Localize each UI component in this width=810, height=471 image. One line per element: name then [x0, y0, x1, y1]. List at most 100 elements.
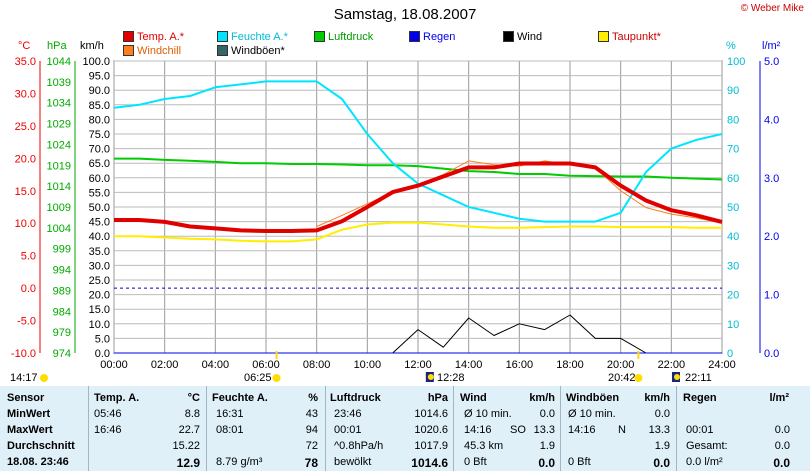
- table-cell-wind-t: 45.3 km: [464, 440, 504, 452]
- temp-tick-label: 30.0: [15, 88, 36, 100]
- moonrise-time-label: 12:28: [437, 372, 465, 384]
- table-divider: [88, 386, 89, 471]
- humidity-tick-label: 70: [727, 144, 739, 156]
- pressure-tick-label: 989: [53, 285, 71, 297]
- pressure-tick-label: 1034: [47, 98, 71, 110]
- moonset-time-label: 22:11: [685, 372, 712, 384]
- sunset-icon: [634, 374, 643, 382]
- temp-tick-label: 0.0: [21, 283, 36, 295]
- pressure-tick-label: 974: [53, 348, 71, 360]
- table-cell-label: 18.08. 23:46: [7, 456, 69, 468]
- table-cell-temp-v: 22.7: [178, 424, 200, 436]
- chart-title: Samstag, 18.08.2007: [333, 6, 477, 23]
- summary-table: [0, 386, 810, 471]
- header-wind: Wind: [460, 392, 487, 404]
- table-cell-label: Durchschnitt: [7, 440, 75, 452]
- pressure-tick-label: 1004: [47, 223, 71, 235]
- pressure-tick-label: 1014: [47, 181, 71, 193]
- table-cell-rain-t: Gesamt:: [686, 440, 728, 452]
- table-cell-gust-m: N: [618, 424, 626, 436]
- temp-tick-label: -10.0: [11, 348, 36, 360]
- humidity-tick-label: 60: [727, 173, 739, 185]
- legend-swatch-humidity: [217, 31, 228, 42]
- wind-tick-label: 60.0: [89, 173, 110, 185]
- pressure-tick-label: 1024: [47, 139, 71, 151]
- table-cell-gust-v: 0.0: [654, 408, 670, 420]
- table-cell-hum-v: 43: [305, 408, 318, 420]
- table-cell-gust-t: Ø 10 min.: [568, 408, 616, 420]
- legend-wind: Wind: [503, 31, 542, 43]
- legend-swatch-pressure: [314, 31, 325, 42]
- table-cell-label: MinWert: [7, 408, 51, 420]
- table-cell-gust-v: 0.0: [653, 456, 670, 470]
- temp-tick-label: -5.0: [17, 316, 36, 328]
- header-gusts: Windböen: [566, 392, 620, 404]
- wind-tick-label: 50.0: [89, 202, 110, 214]
- header-gusts-unit: km/h: [644, 392, 670, 404]
- wind-tick-label: 15.0: [89, 304, 110, 316]
- table-cell-rain-v: 0.0: [773, 456, 790, 470]
- legend-label-temp: Temp. A.*: [137, 31, 185, 43]
- wind-tick-label: 10.0: [89, 319, 110, 331]
- table-cell-wind-v: 0.0: [539, 408, 555, 420]
- rain-unit-label: l/m²: [762, 40, 781, 52]
- table-cell-press-t: ^0.8hPa/h: [334, 440, 384, 452]
- pressure-tick-label: 1009: [47, 202, 71, 214]
- table-cell-press-v: 1017.9: [414, 440, 448, 452]
- header-rain: Regen: [683, 392, 717, 404]
- header-pressure: Luftdruck: [330, 392, 381, 404]
- wind-tick-label: 55.0: [89, 187, 110, 199]
- table-cell-hum-v: 78: [304, 456, 318, 470]
- temp-tick-label: 25.0: [15, 121, 36, 133]
- series-line-temp-a: [114, 161, 723, 233]
- copyright-label: © Weber Mike: [740, 3, 804, 14]
- moonrise-moon-glyph: [427, 374, 434, 380]
- temp-unit-label: °C: [18, 40, 31, 52]
- table-cell-press-t: 23:46: [334, 408, 362, 420]
- table-cell-hum-t: 08:01: [216, 424, 244, 436]
- table-divider: [206, 386, 207, 471]
- table-cell-rain-v: 0.0: [774, 424, 790, 436]
- weather-chart: 00:00 02:00 04:00 06:00 08:00 10:00 12:00 14:00…: [11, 56, 779, 382]
- header-pressure-unit: hPa: [427, 392, 448, 404]
- rain-tick-label: 3.0: [764, 173, 779, 185]
- wind-unit-label: km/h: [80, 40, 104, 52]
- table-divider: [325, 386, 326, 471]
- table-cell-temp-v: 8.8: [184, 408, 200, 420]
- legend-swatch-temp: [123, 31, 134, 42]
- legend-rain: Regen: [409, 31, 455, 43]
- wind-tick-label: 35.0: [89, 246, 110, 258]
- wind-tick-label: 0.0: [95, 348, 110, 360]
- wind-tick-label: 75.0: [89, 129, 110, 141]
- table-cell-temp-v: 12.9: [176, 456, 200, 470]
- table-cell-temp-t: 16:46: [94, 424, 122, 436]
- sunset-time-label: 20:42: [608, 372, 636, 384]
- rain-tick-label: 5.0: [764, 56, 779, 68]
- humidity-tick-label: 100: [727, 56, 745, 68]
- time-tick-label: 16:00: [506, 359, 534, 371]
- table-cell-press-t: bewölkt: [334, 456, 372, 468]
- rain-tick-label: 0.0: [764, 348, 779, 360]
- humidity-tick-label: 40: [727, 231, 739, 243]
- table-cell-press-v: 1014.6: [414, 408, 448, 420]
- legend-label-rain: Regen: [423, 31, 456, 43]
- legend-label-dewpoint: Taupunkt*: [612, 31, 661, 43]
- pressure-tick-label: 1029: [47, 119, 71, 131]
- time-tick-label: 02:00: [151, 359, 179, 371]
- table-divider: [560, 386, 561, 471]
- legend-label-gusts: Windböen*: [231, 45, 285, 57]
- legend-swatch-rain: [409, 31, 420, 42]
- legend-pressure: Luftdruck: [314, 31, 373, 43]
- wind-tick-label: 85.0: [89, 100, 110, 112]
- temp-tick-label: 10.0: [15, 218, 36, 230]
- header-wind-unit: km/h: [529, 392, 555, 404]
- pressure-tick-label: 1019: [47, 160, 71, 172]
- humidity-tick-label: 30: [727, 260, 739, 272]
- legend-label-humidity: Feuchte A.*: [231, 31, 288, 43]
- table-cell-wind-m: SO: [510, 424, 526, 436]
- table-cell-wind-v: 13.3: [533, 424, 555, 436]
- table-cell-rain-t: 0.0 l/m²: [686, 456, 723, 468]
- series-line-luftdruck: [114, 157, 723, 181]
- table-cell-rain-t: 00:01: [686, 424, 714, 436]
- now-time-label: 14:17: [10, 372, 38, 384]
